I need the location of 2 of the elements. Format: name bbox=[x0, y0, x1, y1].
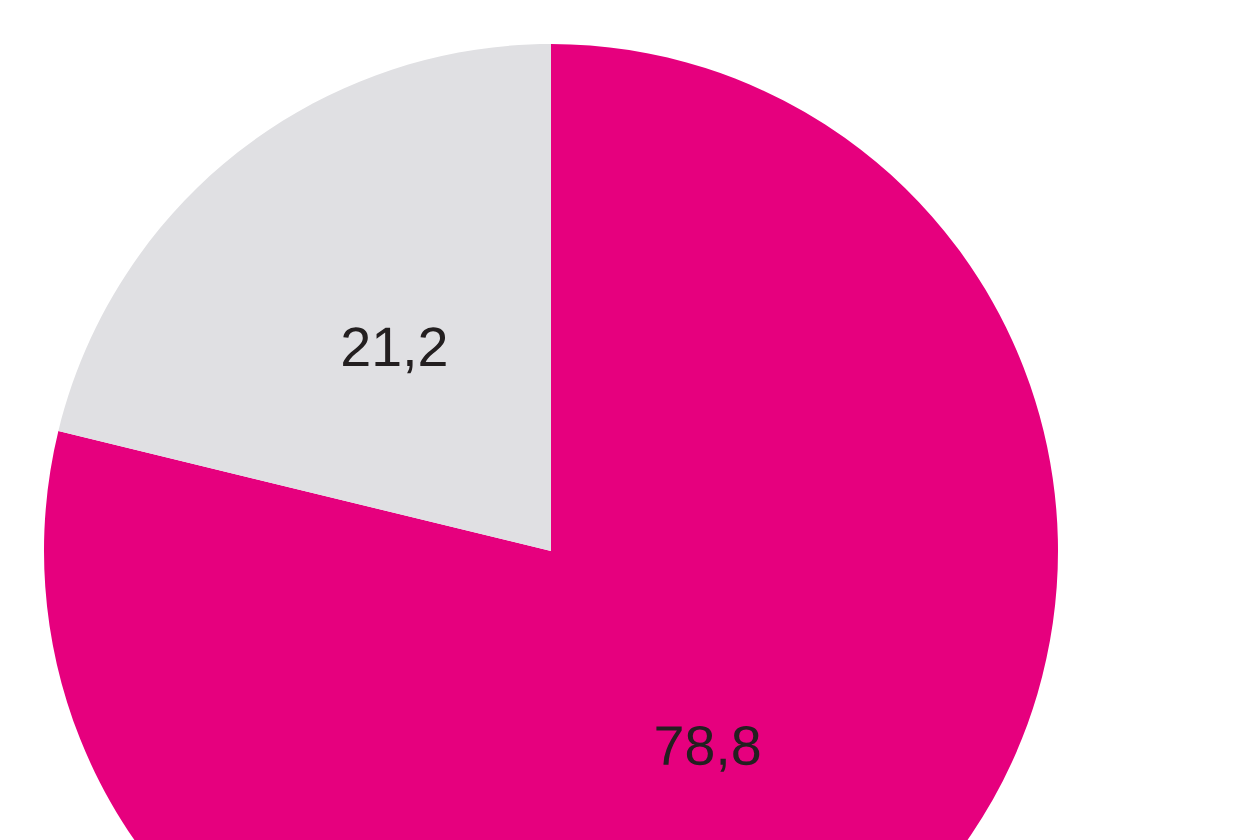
data-label: 78,8 bbox=[656, 725, 760, 772]
data-label: 21,2 bbox=[343, 327, 446, 374]
